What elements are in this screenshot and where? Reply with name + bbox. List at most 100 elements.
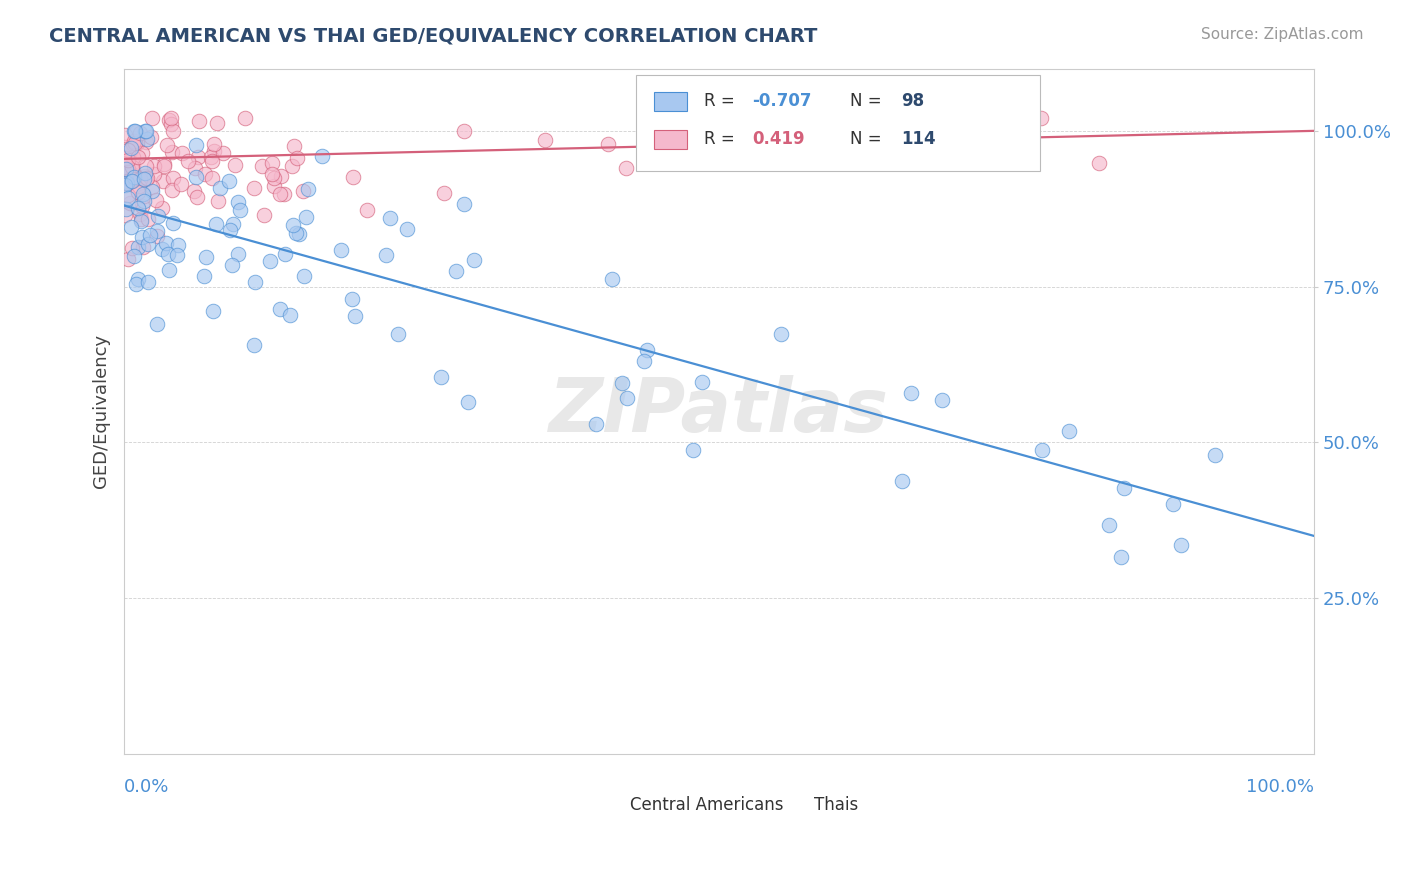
Point: [146, 317, 169, 331]
Point: [120, 143, 142, 157]
Point: [187, 113, 209, 128]
Point: [229, 203, 252, 218]
Point: [127, 150, 149, 164]
Point: [243, 180, 266, 194]
Point: [183, 161, 205, 175]
Point: [208, 181, 231, 195]
Point: [890, 475, 912, 489]
Text: Source: ZipAtlas.com: Source: ZipAtlas.com: [1201, 27, 1364, 42]
Point: [122, 136, 145, 151]
Point: [124, 136, 146, 150]
Point: [207, 116, 229, 130]
Point: [187, 150, 209, 164]
Point: [162, 170, 184, 185]
Point: [122, 168, 145, 182]
Point: [141, 112, 163, 126]
Point: [273, 187, 295, 202]
Point: [243, 275, 266, 289]
Point: [980, 128, 1002, 142]
Point: [263, 178, 285, 193]
Point: [202, 136, 225, 151]
Point: [283, 218, 305, 232]
Point: [682, 126, 704, 140]
Point: [259, 254, 281, 268]
Point: [585, 417, 607, 431]
Point: [121, 150, 143, 164]
Point: [1161, 497, 1184, 511]
Point: [395, 222, 418, 236]
Point: [134, 166, 156, 180]
Point: [1059, 424, 1081, 438]
Point: [115, 151, 138, 165]
Point: [270, 169, 292, 183]
Point: [121, 173, 143, 187]
Point: [117, 161, 139, 176]
Point: [253, 208, 276, 222]
Point: [114, 151, 136, 165]
Point: [127, 271, 149, 285]
Point: [157, 113, 180, 128]
Point: [167, 237, 190, 252]
Point: [114, 162, 136, 177]
Point: [184, 138, 207, 153]
Point: [128, 179, 150, 194]
Text: R =: R =: [703, 93, 740, 111]
Point: [262, 156, 284, 170]
Point: [114, 128, 136, 142]
Point: [205, 217, 228, 231]
Point: [356, 202, 378, 217]
Point: [153, 157, 176, 171]
Point: [287, 227, 309, 241]
Point: [207, 194, 229, 208]
Point: [115, 202, 138, 217]
Point: [132, 240, 155, 254]
Point: [194, 250, 217, 264]
Point: [156, 138, 179, 153]
Point: [598, 137, 620, 152]
Point: [115, 161, 138, 176]
Point: [457, 394, 479, 409]
Point: [193, 269, 215, 284]
Point: [183, 184, 205, 198]
Point: [141, 179, 163, 194]
Point: [117, 252, 139, 267]
Point: [344, 309, 367, 323]
Point: [446, 264, 468, 278]
Point: [152, 243, 174, 257]
Point: [114, 208, 136, 222]
Point: [263, 170, 285, 185]
Point: [177, 154, 200, 169]
Point: [121, 241, 143, 255]
Point: [612, 376, 634, 390]
Y-axis label: GED/Equivalency: GED/Equivalency: [93, 334, 110, 488]
Point: [124, 124, 146, 138]
Text: 100.0%: 100.0%: [1246, 778, 1315, 796]
Point: [141, 184, 163, 198]
Point: [212, 145, 235, 160]
Point: [250, 160, 273, 174]
Point: [117, 187, 139, 202]
Bar: [654, 129, 688, 149]
Point: [132, 189, 155, 203]
Text: N =: N =: [851, 130, 887, 148]
Point: [292, 268, 315, 283]
Point: [136, 211, 159, 226]
Point: [146, 209, 169, 223]
Point: [433, 186, 456, 200]
Point: [294, 210, 316, 224]
Point: [135, 124, 157, 138]
Point: [170, 177, 193, 191]
Point: [291, 185, 314, 199]
Text: Central Americans: Central Americans: [630, 797, 783, 814]
Point: [114, 178, 136, 192]
Text: -0.707: -0.707: [752, 93, 811, 111]
Point: [340, 292, 363, 306]
Point: [131, 146, 153, 161]
Point: [463, 253, 485, 268]
Point: [160, 117, 183, 131]
Point: [654, 141, 676, 155]
Point: [122, 170, 145, 185]
Point: [616, 391, 638, 405]
Text: R =: R =: [703, 130, 740, 148]
Point: [131, 230, 153, 244]
